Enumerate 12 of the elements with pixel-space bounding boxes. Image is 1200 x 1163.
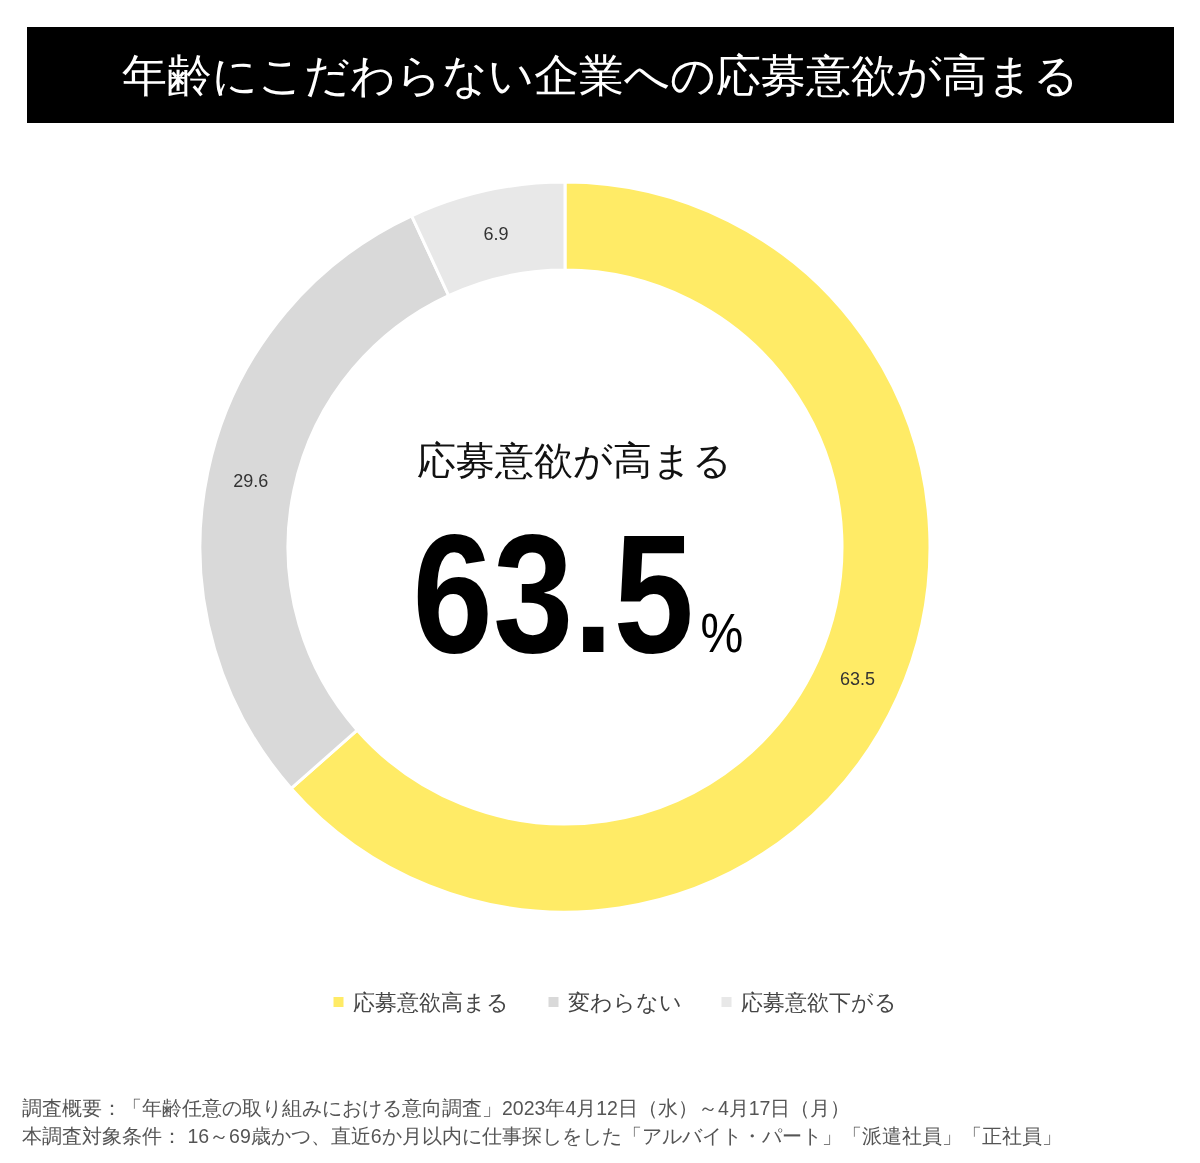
legend-label: 応募意欲下がる [740, 989, 897, 1015]
data-label: 29.6 [233, 470, 269, 491]
legend-label: 応募意欲高まる [352, 989, 509, 1015]
text: 63.5% [412, 499, 744, 688]
data-label: 63.5 [840, 669, 876, 690]
text: 本調査対象条件： 16～69歳かつ、直近6か月以内に仕事探しをした「アルバイト・パート」「派遣社員」「正社員」 [22, 1125, 1062, 1147]
title: 年齢にこだわらない企業への応募意欲が高まる [27, 27, 1174, 123]
data-label: 6.9 [483, 223, 509, 244]
chart-title: 年齢にこだわらない企業への応募意欲が高まる [121, 49, 1079, 101]
legend-label: 変わらない [567, 989, 682, 1015]
text: 応募意欲が高まる [416, 438, 732, 482]
text: 調査概要：「年齢任意の取り組みにおける意向調査」2023年4月12日（水）～4月17日（月） [22, 1097, 851, 1119]
